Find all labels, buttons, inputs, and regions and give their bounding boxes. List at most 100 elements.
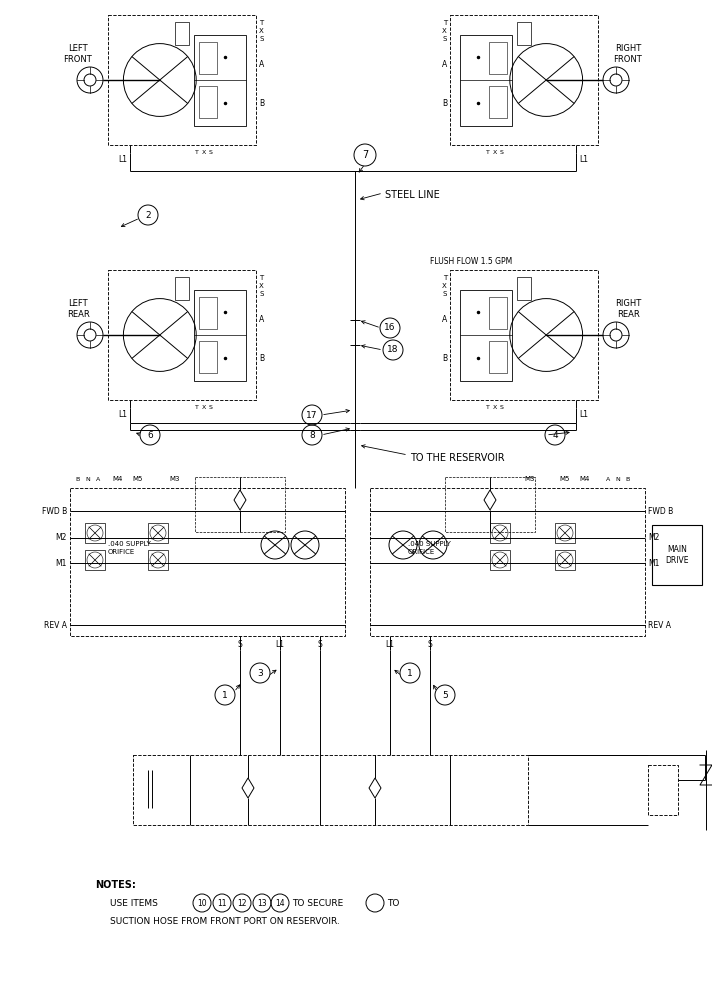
Bar xyxy=(461,290,512,380)
Text: 18: 18 xyxy=(387,346,399,355)
Text: S: S xyxy=(209,150,213,155)
Text: X: X xyxy=(493,150,497,155)
Text: M3: M3 xyxy=(169,476,180,482)
Text: M4: M4 xyxy=(112,476,123,482)
Text: S: S xyxy=(500,405,503,410)
Bar xyxy=(174,21,189,45)
Circle shape xyxy=(77,67,103,93)
Bar xyxy=(370,488,645,636)
Circle shape xyxy=(84,74,96,86)
Text: 10: 10 xyxy=(197,898,206,908)
Text: M4: M4 xyxy=(580,476,590,482)
Text: USE ITEMS: USE ITEMS xyxy=(110,898,158,908)
Text: L1: L1 xyxy=(385,640,394,649)
Bar xyxy=(194,34,246,125)
Text: S: S xyxy=(238,640,242,649)
Text: TO SECURE: TO SECURE xyxy=(292,898,343,908)
Text: L1: L1 xyxy=(579,155,588,164)
Text: S: S xyxy=(259,291,263,297)
Text: MAIN
DRIVE: MAIN DRIVE xyxy=(665,545,689,565)
Text: T: T xyxy=(443,20,447,26)
Text: T: T xyxy=(259,275,263,281)
Text: L1: L1 xyxy=(118,410,127,419)
Text: TO: TO xyxy=(387,898,399,908)
Text: A: A xyxy=(96,477,100,482)
Bar xyxy=(648,765,678,815)
Circle shape xyxy=(603,67,629,93)
Circle shape xyxy=(84,329,96,341)
Text: M2: M2 xyxy=(56,534,67,542)
Text: T: T xyxy=(195,405,199,410)
Text: N: N xyxy=(85,477,90,482)
Circle shape xyxy=(77,322,103,348)
Text: .040 SUPPLY
ORIFICE: .040 SUPPLY ORIFICE xyxy=(408,542,451,554)
Text: 2: 2 xyxy=(145,211,151,220)
Text: 11: 11 xyxy=(217,898,226,908)
Text: N: N xyxy=(616,477,620,482)
Text: X: X xyxy=(442,28,447,34)
Bar xyxy=(461,34,512,125)
Text: X: X xyxy=(442,283,447,289)
Text: X: X xyxy=(259,283,263,289)
Circle shape xyxy=(610,74,622,86)
Bar xyxy=(199,86,217,118)
Text: 3: 3 xyxy=(257,668,263,678)
Text: B: B xyxy=(626,477,630,482)
Text: FWD B: FWD B xyxy=(648,506,674,516)
Bar xyxy=(555,550,575,570)
Text: M5: M5 xyxy=(560,476,570,482)
Text: FLUSH FLOW 1.5 GPM: FLUSH FLOW 1.5 GPM xyxy=(430,257,512,266)
Bar xyxy=(489,42,507,74)
Text: A: A xyxy=(441,60,447,69)
Text: M3: M3 xyxy=(525,476,535,482)
Bar xyxy=(490,550,510,570)
Text: S: S xyxy=(259,36,263,42)
Text: REV A: REV A xyxy=(648,620,671,630)
Text: A: A xyxy=(259,315,264,324)
Bar xyxy=(517,276,531,300)
Text: M1: M1 xyxy=(56,558,67,568)
Bar xyxy=(194,290,246,380)
Text: .040 SUPPLY
ORIFICE: .040 SUPPLY ORIFICE xyxy=(108,542,151,554)
Bar xyxy=(85,550,105,570)
Text: L1: L1 xyxy=(579,410,588,419)
Text: X: X xyxy=(201,150,206,155)
Text: A: A xyxy=(606,477,610,482)
Text: S: S xyxy=(209,405,213,410)
Text: 14: 14 xyxy=(275,898,285,908)
Text: T: T xyxy=(486,150,490,155)
Text: L1: L1 xyxy=(118,155,127,164)
Bar xyxy=(70,488,345,636)
Text: 12: 12 xyxy=(237,898,247,908)
Text: S: S xyxy=(500,150,503,155)
Bar xyxy=(195,477,285,532)
Text: RIGHT
FRONT: RIGHT FRONT xyxy=(614,44,642,64)
Bar xyxy=(517,21,531,45)
Text: M5: M5 xyxy=(133,476,143,482)
Text: X: X xyxy=(259,28,263,34)
Bar xyxy=(133,755,528,825)
Text: 7: 7 xyxy=(362,150,368,160)
Bar xyxy=(148,523,168,543)
Text: SUCTION HOSE FROM FRONT PORT ON RESERVOIR.: SUCTION HOSE FROM FRONT PORT ON RESERVOI… xyxy=(110,916,340,926)
Text: T: T xyxy=(195,150,199,155)
Bar xyxy=(490,523,510,543)
Text: 5: 5 xyxy=(442,690,448,700)
Bar xyxy=(445,477,535,532)
Text: FWD B: FWD B xyxy=(42,506,67,516)
Text: B: B xyxy=(259,99,264,108)
Text: 16: 16 xyxy=(384,324,396,332)
Text: B: B xyxy=(442,354,447,363)
Bar xyxy=(85,523,105,543)
Text: 6: 6 xyxy=(147,430,153,440)
Text: A: A xyxy=(441,315,447,324)
Text: 13: 13 xyxy=(257,898,267,908)
Text: B: B xyxy=(442,99,447,108)
Text: M2: M2 xyxy=(648,534,659,542)
Bar xyxy=(199,297,217,329)
Text: T: T xyxy=(486,405,490,410)
Text: B: B xyxy=(259,354,264,363)
Text: 1: 1 xyxy=(407,668,413,678)
Text: X: X xyxy=(201,405,206,410)
Text: T: T xyxy=(443,275,447,281)
